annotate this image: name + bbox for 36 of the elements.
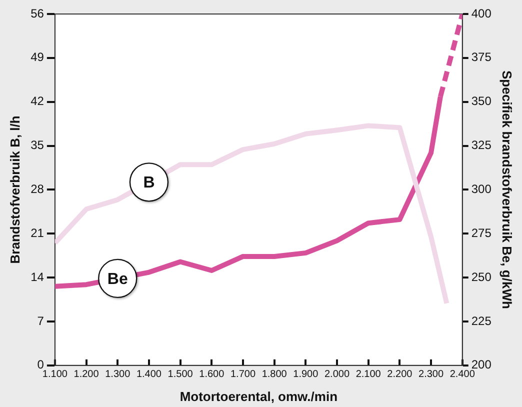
y-tick-label: 21 bbox=[30, 226, 44, 240]
x-tick-label: 2.100 bbox=[356, 369, 382, 380]
x-axis-title: Motortoerental, omw./min bbox=[180, 388, 338, 404]
y2-tick-label: 400 bbox=[471, 6, 492, 20]
y-tick-label: 42 bbox=[30, 94, 44, 108]
y2-tick-label: 275 bbox=[471, 226, 492, 240]
x-tick-label: 2.300 bbox=[418, 369, 444, 380]
y-tick-label: 28 bbox=[30, 182, 44, 196]
y2-axis-title: Specifiek brandstofverbruik Be, g/kWh bbox=[500, 70, 515, 309]
x-tick-label: 1.300 bbox=[105, 369, 131, 380]
y2-tick-label: 225 bbox=[471, 314, 492, 328]
x-tick-label: 1.200 bbox=[74, 369, 100, 380]
y-tick-label: 56 bbox=[30, 6, 44, 20]
x-tick-label: 2.000 bbox=[324, 369, 350, 380]
y2-tick-label: 325 bbox=[471, 138, 492, 152]
y-tick-label: 14 bbox=[30, 270, 44, 284]
y2-tick-label: 350 bbox=[471, 94, 492, 108]
y-tick-label: 35 bbox=[30, 138, 44, 152]
y-tick-label: 49 bbox=[30, 50, 44, 64]
x-tick-label: 1.900 bbox=[293, 369, 319, 380]
y2-tick-label: 375 bbox=[471, 50, 492, 64]
series-label: B bbox=[143, 174, 155, 192]
x-tick-label: 2.400 bbox=[450, 369, 476, 380]
x-tick-label: 1.100 bbox=[42, 369, 68, 380]
y2-tick-label: 300 bbox=[471, 182, 492, 196]
y-axis-title: Brandstofverbruik B, l/h bbox=[7, 116, 22, 264]
x-tick-label: 2.200 bbox=[387, 369, 413, 380]
x-tick-label: 1.600 bbox=[199, 369, 225, 380]
x-tick-label: 1.400 bbox=[136, 369, 162, 380]
y2-tick-label: 250 bbox=[471, 270, 492, 284]
series-label: Be bbox=[107, 270, 128, 288]
x-tick-label: 1.700 bbox=[230, 369, 256, 380]
y-tick-label: 0 bbox=[37, 358, 44, 372]
x-tick-label: 1.800 bbox=[262, 369, 288, 380]
y-tick-label: 7 bbox=[37, 314, 44, 328]
x-tick-label: 1.500 bbox=[168, 369, 194, 380]
